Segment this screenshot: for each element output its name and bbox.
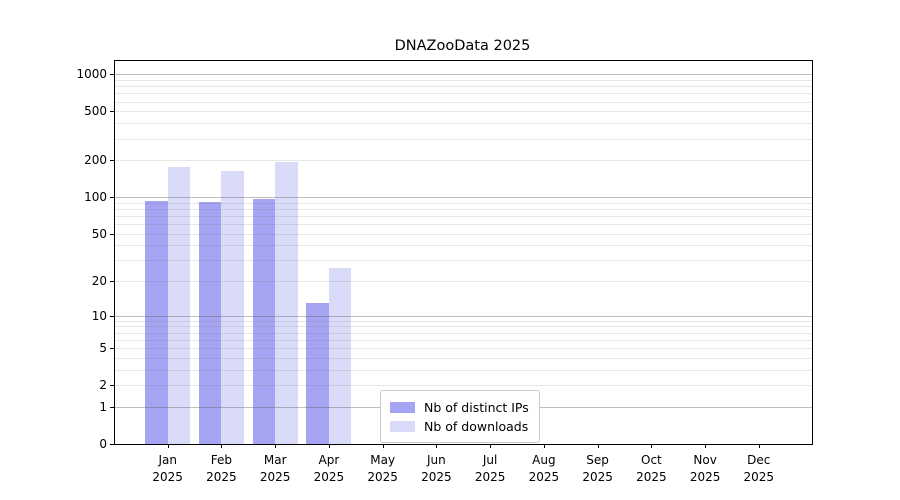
major-gridline — [115, 74, 812, 76]
y-axis-tick — [110, 197, 114, 199]
legend-swatch — [390, 401, 415, 413]
plot-area: Nb of distinct IPs Nb of downloads 1000 50… — [76, 60, 813, 484]
major-gridline — [115, 197, 812, 199]
x-tick-label-jul: Jul 2025 — [458, 452, 522, 485]
year-label: 2025 — [636, 469, 667, 484]
minor-gridline — [115, 111, 812, 113]
y-axis-tick — [110, 74, 114, 76]
y-tick-label: 20 — [91, 274, 107, 289]
y-tick-label: 1 — [99, 399, 107, 414]
y-axis-tick — [110, 406, 114, 408]
y-tick-label: 5 — [99, 341, 107, 356]
x-tick-label-dec: Dec 2025 — [727, 452, 791, 485]
month-label: Jul — [482, 453, 498, 467]
bar-distinct-ips-feb — [198, 202, 222, 444]
y-tick-label: 2 — [99, 378, 107, 393]
x-tick-label-mar: Mar 2025 — [243, 452, 307, 485]
month-label: Oct — [641, 453, 662, 467]
x-axis-tick — [597, 444, 599, 448]
x-axis-tick — [651, 444, 653, 448]
x-tick-label-jan: Jan 2025 — [136, 452, 200, 485]
legend-swatch — [390, 420, 415, 432]
y-axis-tick — [110, 385, 114, 387]
x-tick-label-jun: Jun 2025 — [404, 452, 468, 485]
bar-downloads-mar — [275, 161, 298, 444]
year-label: 2025 — [528, 469, 560, 484]
minor-gridline — [115, 101, 812, 103]
x-axis-tick — [436, 444, 438, 448]
x-tick-label-aug: Aug 2025 — [512, 452, 576, 485]
y-axis-tick — [110, 160, 114, 162]
x-axis-tick — [221, 444, 223, 448]
x-axis-tick — [382, 444, 384, 448]
bar-downloads-jan — [167, 167, 191, 444]
year-label: 2025 — [689, 469, 721, 484]
x-tick-label-may: May 2025 — [351, 452, 415, 485]
minor-gridline — [115, 93, 812, 95]
y-tick-label: 200 — [84, 153, 107, 168]
minor-gridline — [115, 86, 812, 88]
y-axis-tick — [110, 111, 114, 113]
month-label: Apr — [318, 453, 340, 467]
bar-downloads-feb — [221, 171, 244, 444]
x-axis-tick — [758, 444, 760, 448]
minor-gridline — [115, 80, 812, 81]
year-label: 2025 — [152, 469, 183, 484]
y-tick-label: 100 — [84, 190, 107, 205]
x-axis-tick — [275, 444, 277, 448]
month-label: Nov — [693, 453, 717, 467]
y-tick-label: 10 — [91, 308, 107, 323]
chart-title: DNAZooData 2025 — [394, 38, 531, 54]
y-axis-tick — [110, 281, 114, 283]
month-label: Sep — [586, 453, 609, 467]
year-label: 2025 — [421, 469, 452, 484]
x-tick-label-sep: Sep 2025 — [566, 452, 630, 485]
minor-gridline — [115, 123, 812, 125]
legend-label: Nb of downloads — [424, 418, 529, 434]
year-label: 2025 — [206, 469, 237, 484]
x-axis-tick — [543, 444, 545, 448]
x-axis-tick — [705, 444, 707, 448]
year-label: 2025 — [313, 469, 345, 484]
month-label: Jun — [427, 453, 446, 467]
x-axis-tick — [167, 444, 169, 448]
month-label: Feb — [210, 453, 233, 467]
legend-entry: Nb of distinct IPs — [390, 398, 529, 416]
y-axis-tick — [110, 315, 114, 317]
year-label: 2025 — [743, 469, 775, 484]
bar-distinct-ips-apr — [306, 302, 329, 444]
month-label: Aug — [532, 453, 556, 467]
month-label: Mar — [263, 453, 287, 467]
y-tick-label: 50 — [91, 226, 107, 241]
year-label: 2025 — [474, 469, 506, 484]
x-tick-label-apr: Apr 2025 — [297, 452, 361, 485]
minor-gridline — [115, 138, 812, 140]
bar-distinct-ips-mar — [252, 198, 276, 444]
x-tick-label-nov: Nov 2025 — [673, 452, 737, 485]
month-label: Jan — [158, 453, 177, 467]
legend: Nb of distinct IPs Nb of downloads — [380, 390, 540, 443]
year-label: 2025 — [367, 469, 398, 484]
legend-label: Nb of distinct IPs — [424, 399, 529, 415]
y-axis-tick — [110, 348, 114, 350]
year-label: 2025 — [259, 469, 291, 484]
x-tick-label-feb: Feb 2025 — [189, 452, 253, 485]
y-tick-label: 0 — [99, 437, 107, 451]
month-label: May — [370, 453, 396, 467]
legend-entry: Nb of downloads — [390, 417, 529, 435]
minor-gridline — [115, 160, 812, 162]
y-axis-tick — [110, 444, 114, 445]
bar-distinct-ips-jan — [145, 200, 168, 444]
x-tick-label-oct: Oct 2025 — [619, 452, 683, 485]
y-tick-label: 1000 — [76, 67, 107, 82]
month-label: Dec — [747, 453, 771, 467]
x-axis-tick — [490, 444, 492, 448]
bar-downloads-apr — [328, 267, 352, 444]
y-tick-label: 500 — [84, 104, 107, 119]
y-axis-tick — [110, 233, 114, 235]
year-label: 2025 — [582, 469, 613, 484]
x-axis-tick — [328, 444, 330, 448]
